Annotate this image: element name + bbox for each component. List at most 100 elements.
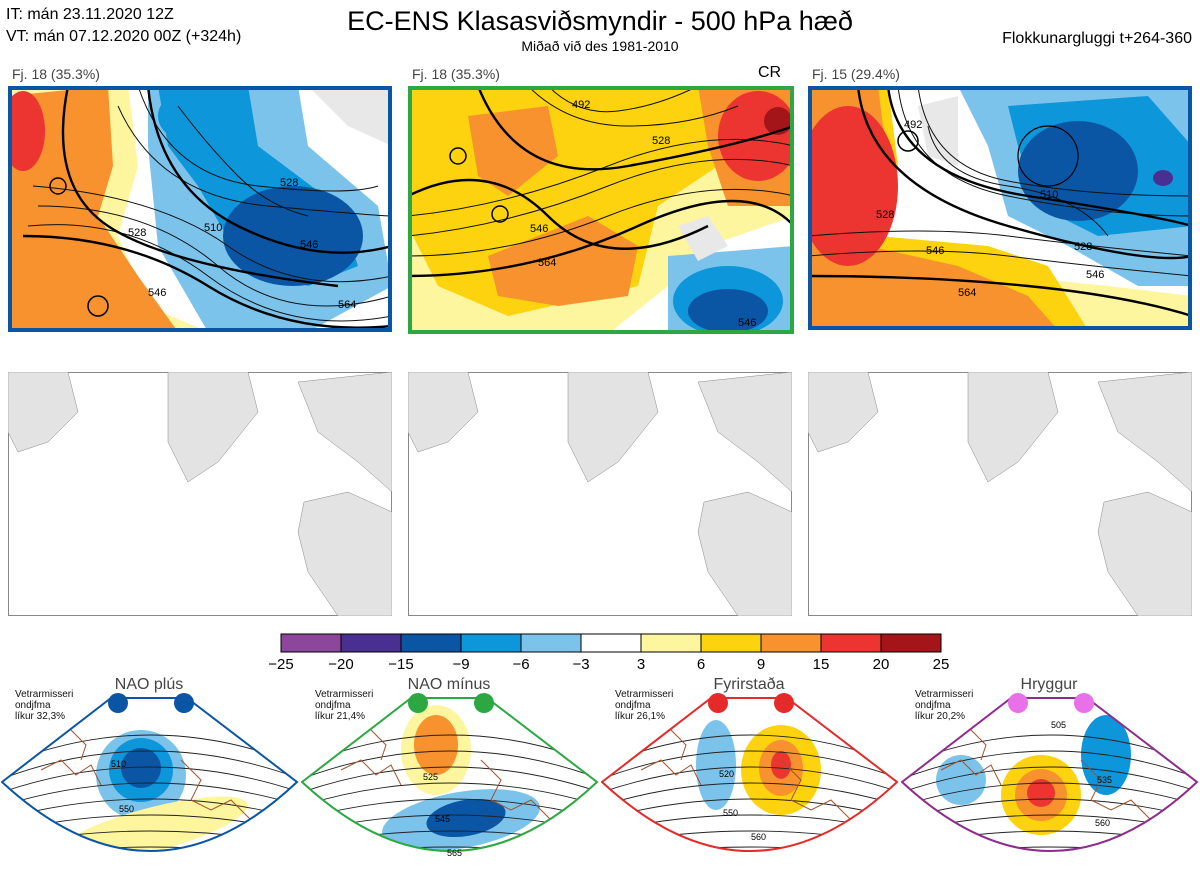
contour-label: 510: [1040, 189, 1058, 201]
anomaly-shading: [1027, 779, 1055, 807]
height-contour: [2, 766, 297, 797]
contour-label: 546: [300, 239, 318, 251]
anomaly-shading: [771, 751, 791, 779]
colorbar-swatch: [640, 633, 702, 653]
empty-map-3: [808, 372, 1192, 616]
cluster-map-3: 492 510 528 546 528 546 564: [808, 86, 1192, 330]
contour-label: 546: [530, 223, 548, 235]
regime-note: Vetrarmisseri ondjfma líkur 32,3%: [15, 689, 74, 722]
contour-label: 564: [958, 287, 976, 299]
height-contour: [2, 750, 297, 784]
regime-marker-dot: [108, 693, 128, 713]
height-contour: [2, 782, 297, 810]
window-label: Flokkunargluggi t+264-360: [1002, 30, 1192, 47]
regime-outline: [601, 697, 899, 852]
panel-3-label: Fj. 15 (29.4%): [812, 66, 900, 82]
colorbar-tick-label: −15: [388, 656, 414, 673]
colorbar-swatch: [460, 633, 522, 653]
coastline: [640, 729, 852, 821]
anomaly-shading: [121, 748, 161, 788]
height-contour: [902, 766, 1197, 797]
panel-2-label: Fj. 18 (35.3%): [412, 66, 500, 82]
empty-map-2: [408, 372, 792, 616]
regime-title: NAO plús: [114, 676, 184, 693]
regime-map: 520 550 560: [601, 690, 899, 870]
anomaly-shading: [936, 755, 986, 805]
page-title: EC-ENS Klasasviðsmyndir - 500 hPa hæð: [347, 6, 853, 36]
regime-map: 525 545 565: [301, 690, 599, 870]
contour-label: 528: [1074, 241, 1092, 253]
colorbar-swatch: [520, 633, 582, 653]
height-contour: [602, 782, 897, 810]
regime-note: Vetrarmisseri ondjfma líkur 26,1%: [615, 689, 674, 722]
valid-time: VT: mán 07.12.2020 00Z (+324h): [6, 28, 242, 45]
colorbar-swatch: [340, 633, 402, 653]
height-contour: [302, 846, 597, 851]
regime-note: Vetrarmisseri ondjfma líkur 20,2%: [915, 689, 974, 722]
regime-map: 505 535 560: [901, 690, 1199, 870]
contour-label: 546: [926, 245, 944, 257]
colorbar-tick-label: −20: [328, 656, 354, 673]
colorbar-swatch: [820, 633, 882, 653]
contour-label: 492: [572, 99, 590, 111]
height-contour: [602, 766, 897, 797]
contour-label: 528: [652, 135, 670, 147]
regime-title: NAO mínus: [407, 676, 491, 693]
regime-marker-dot: [474, 693, 494, 713]
contour-label: 510: [204, 222, 222, 234]
colorbar-tick-label: 25: [932, 656, 950, 673]
colorbar-tick-label: −25: [268, 656, 294, 673]
colorbar-tick-label: 15: [812, 656, 830, 673]
regime-note: Vetrarmisseri ondjfma líkur 21,4%: [315, 689, 374, 722]
colorbar-swatch: [400, 633, 462, 653]
height-contour: [902, 782, 1197, 810]
contour-label: 550: [119, 804, 134, 814]
colorbar-tick-label: 6: [696, 656, 706, 673]
contour-label: 505: [1051, 720, 1066, 730]
regime-marker-dot: [408, 693, 428, 713]
contour-label: 535: [1097, 775, 1112, 785]
regime-map: 510 550: [1, 690, 299, 870]
height-contour: [302, 766, 597, 797]
colorbar-tick-label: −3: [572, 656, 590, 673]
coastline: [40, 729, 252, 821]
regime-marker-dot: [1008, 693, 1028, 713]
colorbar-swatch: [580, 633, 642, 653]
regime-marker-dot: [174, 693, 194, 713]
height-contour: [902, 846, 1197, 851]
contour-label: 560: [751, 832, 766, 842]
contour-label: 550: [723, 808, 738, 818]
regime-outline: [901, 697, 1199, 852]
height-contour: [1, 863, 299, 870]
anomaly-shading: [696, 720, 736, 810]
cluster-map-2: 492 528 546 564 546: [408, 86, 794, 334]
anomaly-shading: [414, 715, 458, 775]
height-contour: [601, 863, 899, 870]
panel-1-label: Fj. 18 (35.3%): [12, 66, 100, 82]
regime-marker-dot: [1074, 693, 1094, 713]
height-contour: [302, 782, 597, 810]
header-run-info: IT: mán 23.11.2020 12Z VT: mán 07.12.202…: [6, 4, 241, 48]
height-contour: [602, 750, 897, 784]
empty-map-1: [8, 372, 392, 616]
colorbar-swatch: [280, 633, 342, 653]
contour-label: 546: [738, 317, 756, 329]
contour-label: 546: [1086, 269, 1104, 281]
regime-marker-dot: [774, 693, 794, 713]
colorbar-tick-label: −9: [452, 656, 470, 673]
regime-marker-dot: [708, 693, 728, 713]
panel-2-tag: CR: [758, 64, 782, 81]
height-contour: [302, 750, 597, 784]
contour-label: 525: [423, 772, 438, 782]
anomaly-shading: [1026, 854, 1056, 866]
contour-label: 545: [435, 814, 450, 824]
colorbar-swatch: [760, 633, 822, 653]
colorbar-swatch: [700, 633, 762, 653]
cluster-map-1: 528 510 546 546 564 528: [8, 86, 392, 332]
regime-title: Fyrirstaða: [713, 676, 785, 693]
height-contour: [301, 863, 599, 870]
colorbar: [280, 633, 944, 653]
regime-title: Hryggur: [1020, 676, 1078, 693]
contour-label: 510: [111, 759, 126, 769]
colorbar-tick-label: 9: [756, 656, 766, 673]
